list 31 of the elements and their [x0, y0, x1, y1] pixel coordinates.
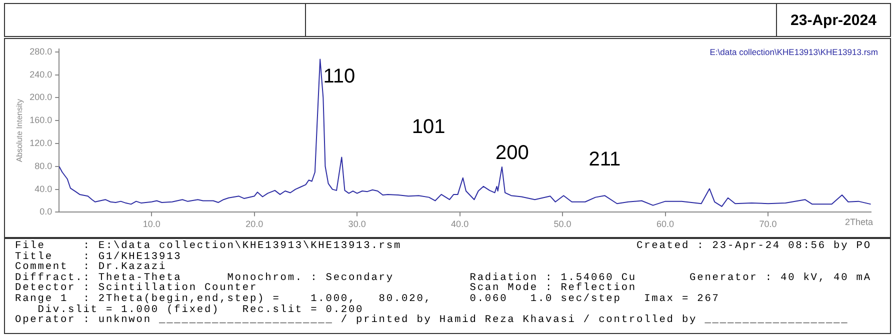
annotation: 110 — [323, 65, 356, 88]
x-tick-label: 70.0 — [759, 219, 777, 230]
annotation: E:\data collection\KHE13913\KHE13913.rsm — [710, 47, 878, 57]
chart-title: 23-Apr-2024 — [790, 10, 878, 30]
text: Range 1 : 2Theta(begin,end,step) = 1.000, 80.020, 0.060 1.0 sec/step Imax = 267 — [15, 292, 721, 305]
y-tick-label: 240.0 — [30, 69, 52, 80]
text: Detector : Scintillation Counter Scan Mode : Reflection — [15, 282, 638, 294]
y-tick-label: 80.0 — [34, 160, 52, 171]
annotation: 211 — [588, 148, 621, 170]
y-tick-label: 120.0 — [30, 138, 52, 148]
text: Div.slit = 1.000 (fixed) Rec.slit = 0.200 — [38, 304, 364, 316]
x-tick-label: 10.0 — [142, 219, 160, 230]
text: File : E:\data collection\KHE13913\KHE13913.rsm Created : 23-Apr-24 08:56 by PO — [15, 240, 872, 252]
x-tick-label: 20.0 — [246, 219, 264, 230]
y-tick-label: 280.0 — [30, 46, 52, 56]
text: Comment : Dr.Kazazi — [15, 261, 167, 274]
text: Operator : unknwon _______________________ / printed by Hamid Reza Khavasi / controlled by ___________________ — [15, 314, 850, 326]
annotation: 200 — [495, 142, 529, 164]
y-tick-label: 40.0 — [34, 184, 52, 194]
x-axis-title: 2Theta — [844, 217, 873, 228]
text: Title : G1/KHE13913 — [15, 250, 183, 263]
y-axis-title: Absolute Intensity — [15, 99, 24, 162]
x-tick-label: 40.0 — [451, 219, 469, 230]
x-tick-label: 50.0 — [554, 219, 572, 230]
x-tick-label: 30.0 — [348, 219, 366, 230]
annotation: 101 — [412, 116, 446, 138]
y-tick-label: 160.0 — [30, 115, 52, 126]
y-tick-label: 0.0 — [40, 206, 52, 217]
x-tick-label: 60.0 — [656, 219, 674, 230]
y-tick-label: 200.0 — [30, 92, 52, 102]
text: Diffract.: Theta-Theta Monochrom. : Secondary Radiation : 1.54060 Cu Generator : 40 kV, 40 mA — [15, 272, 872, 284]
